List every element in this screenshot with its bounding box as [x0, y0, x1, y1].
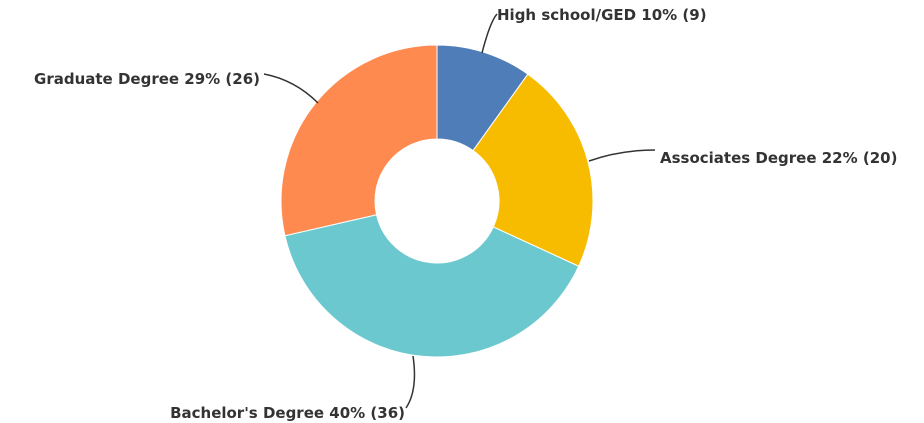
slice-associates-degree	[472, 73, 594, 267]
leader-line-graduate-degree	[263, 73, 319, 104]
slices-layer	[280, 44, 594, 358]
slice-label-associates-degree: Associates Degree 22% (20)	[660, 149, 897, 167]
leader-line-bachelor-s-degree	[405, 355, 416, 409]
leader-lines-layer	[263, 13, 656, 409]
slice-graduate-degree	[280, 44, 438, 237]
slice-label-high-school-ged: High school/GED 10% (9)	[497, 6, 707, 24]
slice-bachelor-s-degree	[284, 214, 580, 358]
slice-label-bachelor-s-degree: Bachelor's Degree 40% (36)	[170, 404, 405, 422]
leader-line-associates-degree	[588, 149, 656, 162]
labels-layer: High school/GED 10% (9) Associates Degree…	[34, 6, 897, 422]
slice-label-graduate-degree: Graduate Degree 29% (26)	[34, 70, 260, 88]
leader-line-high-school-ged	[481, 13, 498, 54]
